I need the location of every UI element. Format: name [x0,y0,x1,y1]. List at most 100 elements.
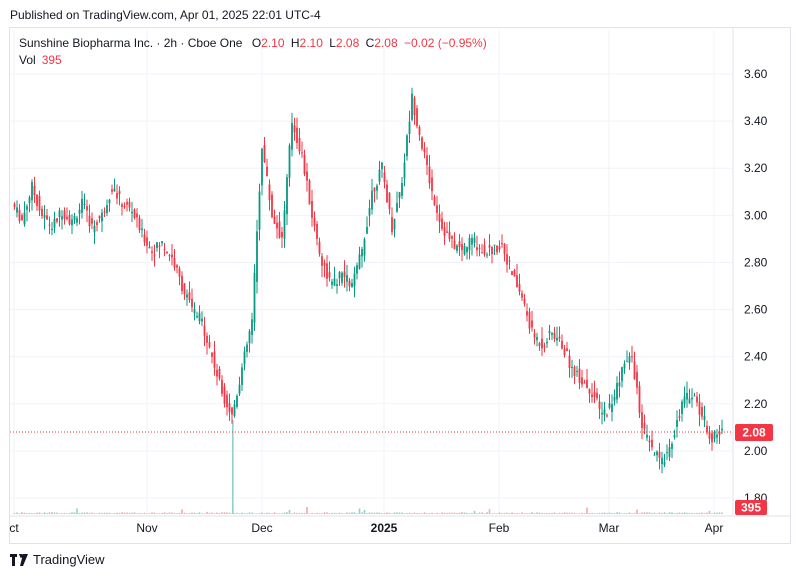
candle-body [633,361,636,380]
volume-bar [66,513,68,514]
candle-body [671,443,673,449]
volume-bar [493,513,496,514]
ohlc-legend: Sunshine Biopharma Inc. · 2h · Cboe One … [19,36,487,50]
candle-body [426,155,428,166]
candle-body [663,461,666,465]
volume-bar [191,512,193,514]
volume-bar [563,512,566,514]
candle-body [498,246,501,250]
candle-body [661,457,663,465]
volume-bar [668,512,671,514]
candlesticks [13,87,723,474]
candle-body [398,192,401,198]
chart-frame[interactable] [9,27,791,544]
volume-bar [616,512,618,514]
candle-body [361,249,363,257]
volume-bar [581,512,583,514]
candle-body [421,137,423,149]
volume-bar [646,512,648,514]
volume-bar [546,513,548,514]
candle-body [536,337,538,341]
volume-bar [711,513,713,514]
volume-bar [508,512,511,514]
volume-bar [586,507,588,514]
close-label: C [365,36,375,50]
candle-body [588,389,591,394]
volume-bar [293,512,296,514]
candle-body [28,197,31,204]
volume-bar [461,512,463,514]
volume-bar [213,513,216,514]
candle-body [511,271,513,275]
y-tick-label: 3.20 [744,161,768,175]
candle-body [706,425,708,433]
volume-bar [401,512,403,514]
volume-bar [128,512,131,514]
candle-body [688,398,691,404]
candle-body [313,217,316,226]
candle-body [26,206,28,210]
published-caption: Published on TradingView.com, Apr 01, 20… [10,8,321,22]
candle-body [413,97,416,116]
candle-body [138,217,141,231]
candle-body [468,237,471,251]
volume-bar [326,512,328,514]
candle-body [188,292,191,301]
candle-body [368,208,371,216]
candle-body [406,135,408,157]
volume-bar [393,512,396,514]
candle-body [373,187,376,192]
volume-bar [343,513,346,514]
candle-body [123,206,126,208]
tradingview-brand[interactable]: TradingView [10,552,105,567]
volume-bar [413,512,416,514]
candle-body [236,395,238,407]
grid-lines [10,30,733,512]
candle-body [61,216,63,220]
volume-bar [233,513,236,514]
candle-body [678,416,681,418]
volume-bar [266,512,268,514]
volume-bar [428,513,431,514]
volume-bar [101,512,103,514]
candle-body [86,206,88,211]
candle-body [296,127,298,144]
candle-body [278,221,281,238]
volume-bar [503,512,506,514]
volume-bar [386,512,388,514]
volume-bar [298,512,301,514]
volume-bar [458,512,461,514]
volume-label: Vol [19,53,36,67]
candle-body [366,226,368,234]
volume-bar [296,512,298,514]
candle-body [438,213,441,223]
candle-body [453,240,456,250]
candle-body [693,395,696,397]
candle-body [111,189,113,192]
candle-body [583,382,586,384]
candle-body [88,216,91,227]
candle-body [48,224,51,226]
candle-body [213,351,216,368]
volume-bar [716,512,718,514]
candle-body [13,203,16,207]
volume-bar [278,513,281,514]
candle-body [528,311,531,329]
candle-body [418,126,421,135]
volume-bar [156,513,158,514]
low-label: L [329,36,336,50]
volume-bar [718,512,721,514]
volume-bar [256,513,258,514]
volume-bar [23,512,26,514]
volume-bar [628,512,631,514]
volume-bar [366,513,368,514]
volume-bar [96,513,98,514]
volume-bar [641,512,643,514]
candle-body [448,231,451,239]
volume-bar [236,512,238,514]
open-value: 2.10 [261,36,285,50]
candle-body [143,234,146,243]
volume-bar [141,513,143,514]
volume-bar [146,513,148,514]
